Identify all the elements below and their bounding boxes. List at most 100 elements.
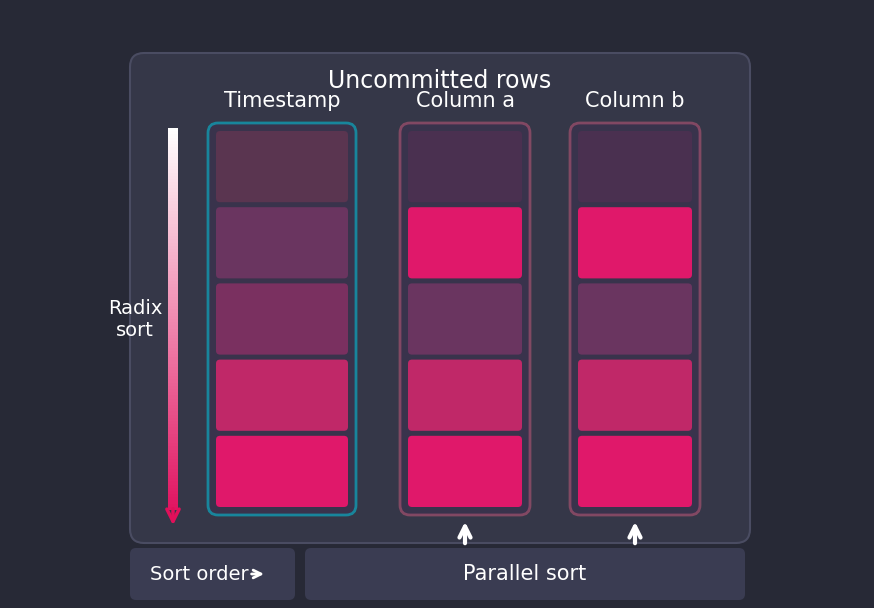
Text: Column b: Column b [586, 91, 684, 111]
Bar [168, 482, 178, 485]
Bar [168, 223, 178, 227]
Bar [168, 157, 178, 160]
Bar [168, 478, 178, 482]
Bar [168, 395, 178, 399]
Bar [168, 322, 178, 325]
Text: Uncommitted rows: Uncommitted rows [329, 69, 551, 93]
FancyBboxPatch shape [578, 283, 692, 354]
Bar [168, 494, 178, 497]
Bar [168, 503, 178, 507]
Bar [168, 332, 178, 335]
Bar [168, 176, 178, 179]
Bar [168, 182, 178, 185]
Text: Column a: Column a [415, 91, 515, 111]
FancyBboxPatch shape [408, 283, 522, 354]
Bar [168, 488, 178, 491]
Bar [168, 361, 178, 364]
FancyBboxPatch shape [216, 359, 348, 431]
FancyBboxPatch shape [408, 436, 522, 507]
FancyBboxPatch shape [130, 548, 295, 600]
Bar [168, 274, 178, 278]
Bar [168, 246, 178, 249]
Bar [168, 309, 178, 313]
Bar [168, 430, 178, 434]
Bar [168, 134, 178, 137]
Bar [168, 207, 178, 211]
Bar [168, 443, 178, 446]
Bar [168, 341, 178, 345]
Bar [168, 421, 178, 424]
FancyBboxPatch shape [578, 131, 692, 202]
Bar [168, 427, 178, 430]
Bar [168, 364, 178, 367]
Bar [168, 497, 178, 500]
Bar [168, 376, 178, 379]
Bar [168, 316, 178, 319]
Bar [168, 452, 178, 456]
Bar [168, 195, 178, 198]
Bar [168, 411, 178, 415]
Bar [168, 255, 178, 258]
Bar [168, 506, 178, 510]
FancyBboxPatch shape [130, 53, 750, 543]
Bar [168, 227, 178, 230]
Bar [168, 379, 178, 382]
Bar [168, 449, 178, 453]
Bar [168, 424, 178, 427]
Bar [168, 459, 178, 462]
Bar [168, 290, 178, 294]
Bar [168, 357, 178, 361]
FancyBboxPatch shape [408, 207, 522, 278]
Bar [168, 338, 178, 341]
Bar [168, 472, 178, 475]
FancyBboxPatch shape [578, 207, 692, 278]
Bar [168, 313, 178, 316]
Bar [168, 192, 178, 195]
Bar [168, 144, 178, 147]
Bar [168, 230, 178, 233]
Text: Radix
sort: Radix sort [108, 299, 163, 339]
Bar [168, 233, 178, 237]
Bar [168, 265, 178, 268]
Bar [168, 475, 178, 478]
Bar [168, 201, 178, 204]
Bar [168, 160, 178, 163]
FancyBboxPatch shape [216, 436, 348, 507]
Bar [168, 179, 178, 182]
Bar [168, 284, 178, 287]
FancyBboxPatch shape [208, 123, 356, 515]
Bar [168, 335, 178, 338]
Bar [168, 485, 178, 488]
Text: Timestamp: Timestamp [224, 91, 340, 111]
Bar [168, 469, 178, 472]
FancyBboxPatch shape [578, 436, 692, 507]
Bar [168, 278, 178, 281]
FancyBboxPatch shape [216, 131, 348, 202]
Bar [168, 491, 178, 494]
Bar [168, 147, 178, 150]
Bar [168, 434, 178, 437]
Bar [168, 325, 178, 328]
Bar [168, 243, 178, 246]
Bar [168, 131, 178, 134]
Bar [168, 354, 178, 358]
Bar [168, 328, 178, 332]
FancyBboxPatch shape [400, 123, 530, 515]
FancyBboxPatch shape [578, 359, 692, 431]
Bar [168, 300, 178, 303]
Bar [168, 306, 178, 309]
Bar [168, 440, 178, 443]
Bar [168, 351, 178, 354]
Bar [168, 236, 178, 240]
Bar [168, 166, 178, 170]
FancyBboxPatch shape [216, 207, 348, 278]
Bar [168, 249, 178, 252]
Bar [168, 348, 178, 351]
Bar [168, 173, 178, 176]
Bar [168, 389, 178, 392]
Bar [168, 204, 178, 207]
Bar [168, 163, 178, 166]
Bar [168, 418, 178, 421]
Bar [168, 303, 178, 306]
FancyBboxPatch shape [408, 131, 522, 202]
